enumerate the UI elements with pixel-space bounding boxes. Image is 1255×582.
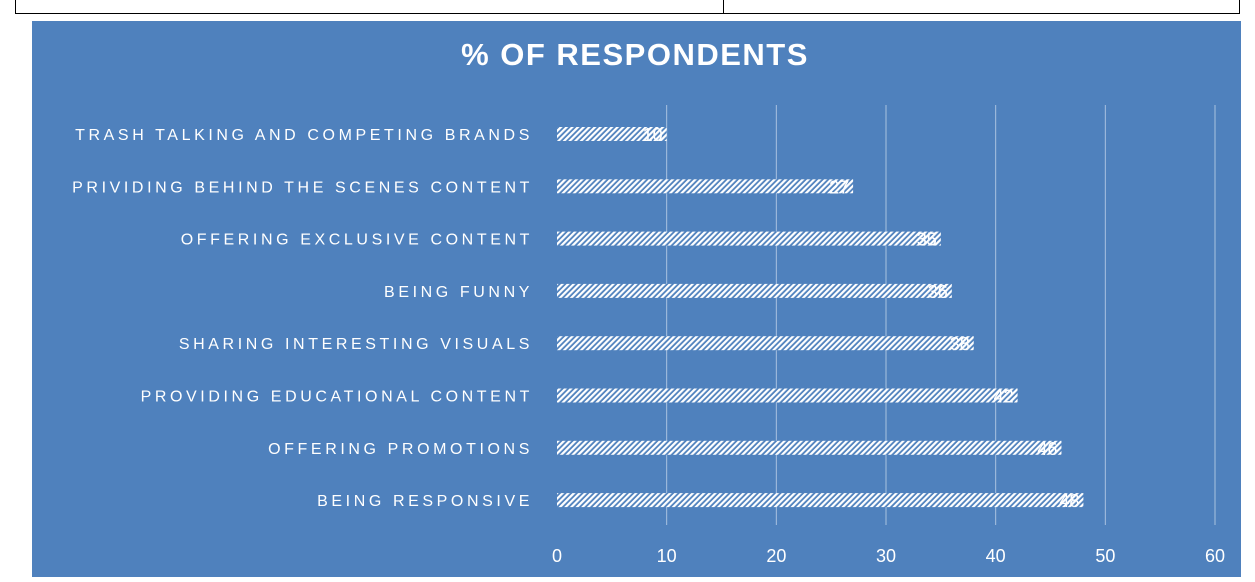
bar <box>557 336 974 351</box>
category-label: OFFERING EXCLUSIVE CONTENT <box>181 232 533 249</box>
x-tick-label: 0 <box>552 546 562 566</box>
category-label: OFFERING PROMOTIONS <box>268 441 533 458</box>
x-tick-label: 60 <box>1205 546 1225 566</box>
bar <box>557 283 952 298</box>
category-label: TRASH TALKING AND COMPETING BRANDS <box>75 127 533 144</box>
x-tick-label: 40 <box>986 546 1006 566</box>
data-label: 36 <box>928 282 948 302</box>
category-label: PRIVIDING BEHIND THE SCENES CONTENT <box>72 179 533 196</box>
data-label: 42 <box>994 387 1014 407</box>
data-label: 10 <box>643 125 663 145</box>
category-label: PROVIDING EDUCATIONAL CONTENT <box>141 389 533 406</box>
category-label: BEING RESPONSIVE <box>317 493 533 510</box>
x-tick-label: 10 <box>657 546 677 566</box>
data-label: 46 <box>1037 439 1057 459</box>
table-divider <box>723 0 724 14</box>
category-label: SHARING INTERESTING VISUALS <box>179 336 533 353</box>
chart: % OF RESPONDENTS TRASH TALKING AND COMPE… <box>32 21 1241 577</box>
table-frame-top <box>15 0 1240 14</box>
category-label: BEING FUNNY <box>384 284 533 301</box>
data-label: 35 <box>917 230 937 250</box>
data-label: 27 <box>829 177 849 197</box>
x-tick-label: 50 <box>1095 546 1115 566</box>
bar <box>557 440 1062 455</box>
bar <box>557 127 667 141</box>
bar <box>557 231 941 246</box>
chart-area: % OF RESPONDENTS TRASH TALKING AND COMPE… <box>32 21 1241 577</box>
chart-title: % OF RESPONDENTS <box>461 37 809 72</box>
bar <box>557 493 1084 508</box>
x-tick-label: 20 <box>766 546 786 566</box>
chart-background <box>32 21 1241 577</box>
bar <box>557 388 1018 403</box>
data-label: 38 <box>950 334 970 354</box>
x-tick-label: 30 <box>876 546 896 566</box>
data-label: 48 <box>1059 491 1079 511</box>
bar <box>557 179 854 194</box>
